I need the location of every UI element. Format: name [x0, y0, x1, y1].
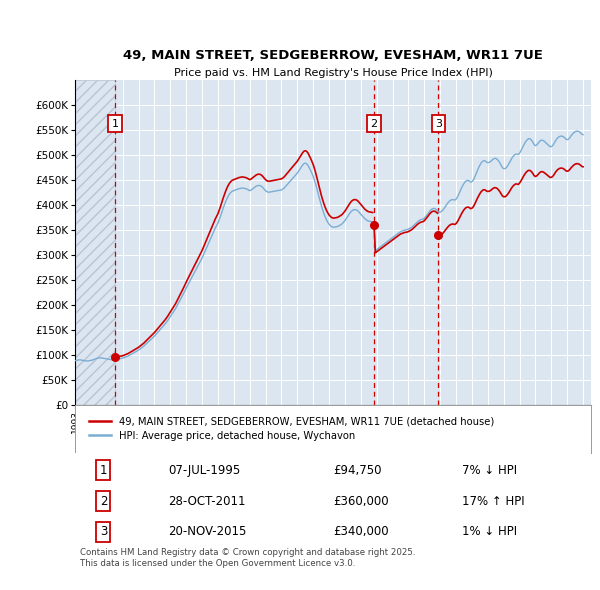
Text: 28-OCT-2011: 28-OCT-2011: [168, 494, 245, 507]
Text: 2: 2: [100, 494, 107, 507]
Text: 17% ↑ HPI: 17% ↑ HPI: [462, 494, 524, 507]
Text: Contains HM Land Registry data © Crown copyright and database right 2025.
This d: Contains HM Land Registry data © Crown c…: [80, 548, 416, 568]
Text: 7% ↓ HPI: 7% ↓ HPI: [462, 464, 517, 477]
Text: £360,000: £360,000: [333, 494, 389, 507]
Text: Price paid vs. HM Land Registry's House Price Index (HPI): Price paid vs. HM Land Registry's House …: [173, 68, 493, 78]
Text: 3: 3: [100, 525, 107, 538]
Text: 2: 2: [370, 119, 377, 129]
Text: 3: 3: [435, 119, 442, 129]
Legend: 49, MAIN STREET, SEDGEBERROW, EVESHAM, WR11 7UE (detached house), HPI: Average p: 49, MAIN STREET, SEDGEBERROW, EVESHAM, W…: [85, 413, 499, 445]
Text: 49, MAIN STREET, SEDGEBERROW, EVESHAM, WR11 7UE: 49, MAIN STREET, SEDGEBERROW, EVESHAM, W…: [123, 49, 543, 62]
Text: £94,750: £94,750: [333, 464, 382, 477]
Text: 1: 1: [112, 119, 119, 129]
Text: 20-NOV-2015: 20-NOV-2015: [168, 525, 246, 538]
Text: 1% ↓ HPI: 1% ↓ HPI: [462, 525, 517, 538]
Text: 1: 1: [100, 464, 107, 477]
Text: £340,000: £340,000: [333, 525, 389, 538]
Polygon shape: [75, 80, 115, 405]
Text: 07-JUL-1995: 07-JUL-1995: [168, 464, 240, 477]
